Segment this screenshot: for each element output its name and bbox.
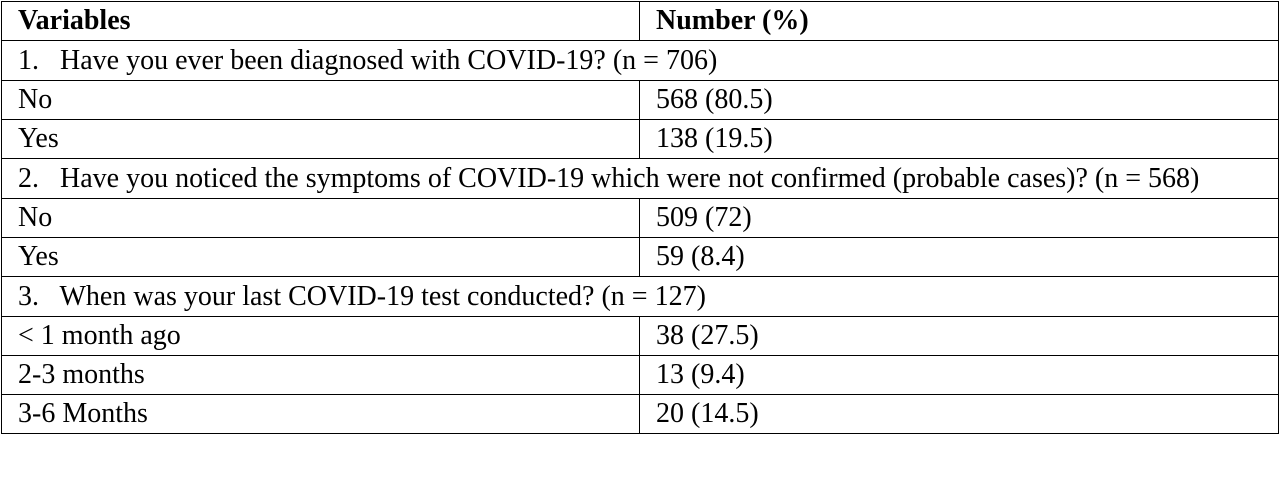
table-body: Variables Number (%) 1. Have you ever been… [1,1,1279,434]
question-cell: 2. Have you noticed the symptoms of COVI… [1,158,1279,199]
question-row: 2. Have you noticed the symptoms of COVI… [1,158,1279,199]
data-table: Variables Number (%) 1. Have you ever been… [1,1,1279,434]
variable-cell: No [1,80,640,120]
number-cell: 59 (8.4) [639,237,1279,277]
header-cell: Number (%) [639,1,1279,41]
number-cell: 509 (72) [639,198,1279,238]
variable-cell: No [1,198,640,238]
header-row: Variables Number (%) [1,1,1279,41]
answer-row: < 1 month ago 38 (27.5) [1,316,1279,356]
number-cell: 20 (14.5) [639,394,1279,434]
question-cell: 3. When was your last COVID-19 test cond… [1,276,1279,317]
number-cell: 138 (19.5) [639,119,1279,159]
variable-cell: Yes [1,237,640,277]
question-cell: 1. Have you ever been diagnosed with COV… [1,40,1279,81]
answer-row: No 568 (80.5) [1,80,1279,120]
number-cell: 38 (27.5) [639,316,1279,356]
answer-row: No 509 (72) [1,198,1279,238]
answer-row: Yes 138 (19.5) [1,119,1279,159]
number-cell: 13 (9.4) [639,355,1279,395]
variable-cell: < 1 month ago [1,316,640,356]
question-row: 1. Have you ever been diagnosed with COV… [1,40,1279,81]
variable-cell: 2-3 months [1,355,640,395]
answer-row: 2-3 months 13 (9.4) [1,355,1279,395]
question-row: 3. When was your last COVID-19 test cond… [1,276,1279,317]
variable-cell: Yes [1,119,640,159]
variable-cell: 3-6 Months [1,394,640,434]
header-cell: Variables [1,1,640,41]
number-cell: 568 (80.5) [639,80,1279,120]
answer-row: 3-6 Months 20 (14.5) [1,394,1279,434]
answer-row: Yes 59 (8.4) [1,237,1279,277]
